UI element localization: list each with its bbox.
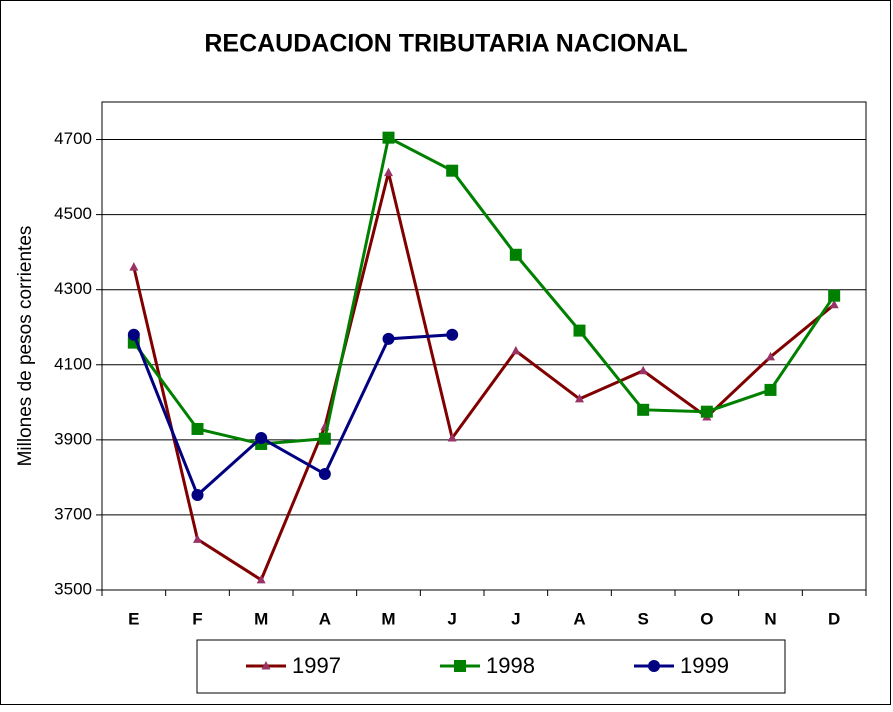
y-tick-label: 3900 <box>54 429 92 448</box>
marker <box>256 574 266 584</box>
marker <box>573 324 586 337</box>
y-tick-label: 4500 <box>54 204 92 223</box>
marker <box>255 431 268 444</box>
marker <box>129 262 139 271</box>
x-tick-label: M <box>254 609 268 628</box>
marker <box>764 383 777 396</box>
marker <box>447 432 457 442</box>
y-tick-label: 4700 <box>54 129 92 148</box>
marker <box>446 328 459 341</box>
marker <box>637 403 650 416</box>
marker <box>127 328 140 341</box>
marker <box>509 248 522 261</box>
marker <box>382 131 395 144</box>
plot-area <box>101 101 867 591</box>
x-tick-label: S <box>637 609 648 628</box>
marker <box>575 393 584 403</box>
legend-label: 1999 <box>680 653 729 678</box>
x-tick-label: A <box>573 609 585 628</box>
y-tick-label: 4100 <box>54 354 92 373</box>
marker <box>454 660 466 672</box>
marker <box>193 534 202 543</box>
y-tick-label: 3700 <box>54 504 92 523</box>
x-tick-label: J <box>447 609 456 628</box>
y-tick-label: 4300 <box>54 279 92 298</box>
marker <box>191 422 204 435</box>
y-tick-label: 3500 <box>54 579 92 598</box>
x-tick-label: A <box>319 609 331 628</box>
marker <box>446 164 459 177</box>
marker <box>638 365 648 375</box>
marker <box>648 660 660 672</box>
x-tick-label: J <box>511 609 520 628</box>
marker <box>700 405 713 418</box>
x-tick-label: M <box>381 609 395 628</box>
chart-title: RECAUDACION TRIBUTARIA NACIONAL <box>204 30 687 58</box>
legend-label: 1997 <box>292 653 341 678</box>
x-tick-label: D <box>828 609 840 628</box>
series-line <box>132 135 836 446</box>
x-tick-label: O <box>700 609 713 628</box>
marker <box>191 489 204 502</box>
marker <box>829 299 839 309</box>
x-tick-label: F <box>192 609 202 628</box>
series-line <box>132 333 453 498</box>
legend-label: 1998 <box>486 653 535 678</box>
marker <box>318 432 331 445</box>
x-tick-label: E <box>128 609 139 628</box>
marker <box>382 332 395 345</box>
marker <box>384 167 393 177</box>
marker <box>766 351 775 361</box>
x-tick-label: N <box>764 609 776 628</box>
marker <box>511 345 521 355</box>
marker <box>828 289 841 302</box>
marker <box>318 468 331 481</box>
y-axis-label: Millones de pesos corrientes <box>15 226 36 467</box>
legend-box <box>196 639 786 694</box>
marker <box>261 661 271 670</box>
